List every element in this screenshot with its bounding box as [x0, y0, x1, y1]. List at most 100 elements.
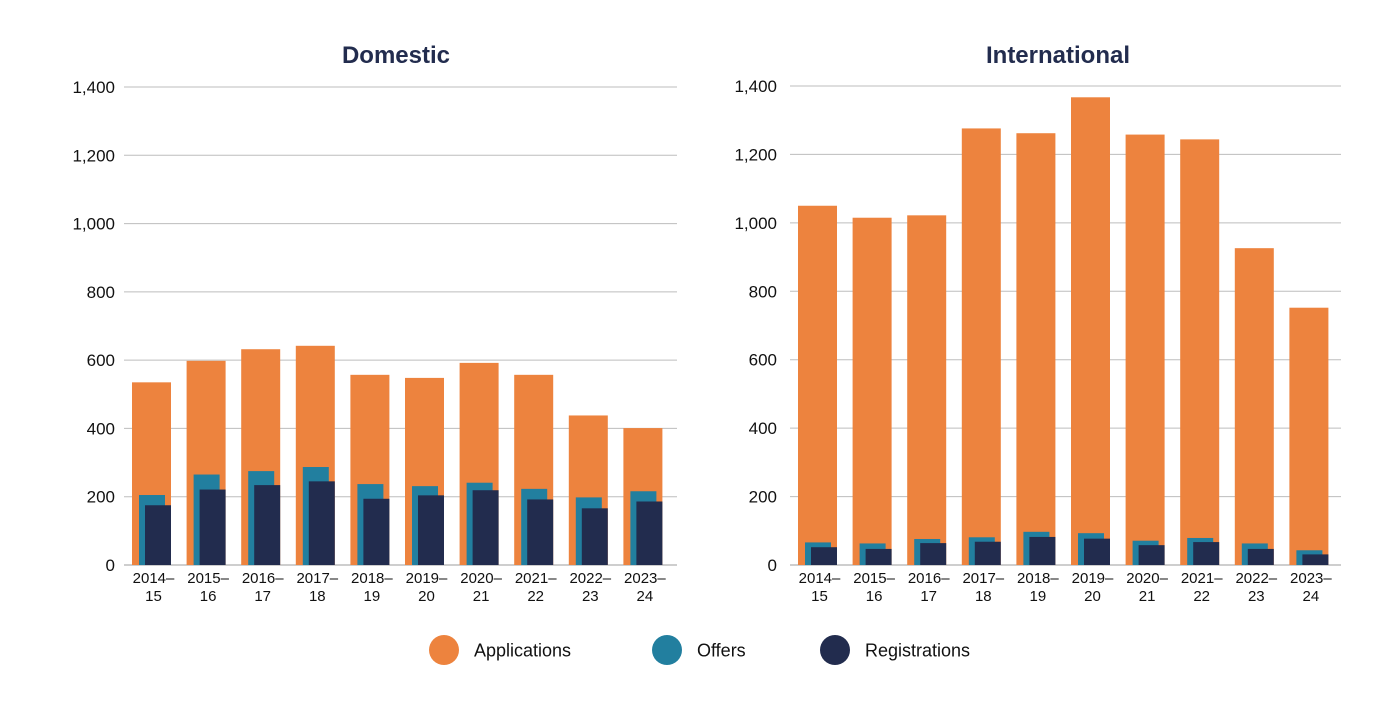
- chart-title: International: [986, 42, 1130, 69]
- x-tick-label: 2022–: [1235, 570, 1277, 587]
- x-tick-label: 2020–: [1126, 570, 1168, 587]
- x-tick-label: 2015–: [187, 570, 229, 587]
- y-tick-label: 0: [106, 556, 115, 575]
- x-tick-label: 21: [473, 588, 490, 605]
- legend-item-applications: Applications: [429, 635, 571, 665]
- y-tick-label: 0: [768, 556, 777, 575]
- x-tick-label: 20: [418, 588, 435, 605]
- bar-registrations: [865, 548, 892, 565]
- bar-registrations: [1138, 545, 1165, 565]
- bar-applications: [1234, 248, 1274, 565]
- chart-title: Domestic: [342, 42, 450, 69]
- y-tick-label: 1,000: [72, 215, 115, 234]
- circle-swatch-icon: [429, 635, 459, 665]
- bar-registrations: [418, 495, 444, 565]
- bar-applications: [1289, 307, 1329, 565]
- bar-registrations: [1084, 538, 1110, 565]
- bar-applications: [1016, 133, 1056, 566]
- x-tick-label: 2017–: [962, 570, 1004, 587]
- x-tick-label: 24: [1303, 588, 1320, 605]
- x-tick-label: 2021–: [1181, 570, 1223, 587]
- x-tick-label: 2018–: [1017, 570, 1059, 587]
- x-tick-label: 24: [637, 588, 654, 605]
- legend: Applications Offers Registrations: [429, 635, 970, 665]
- x-tick-label: 2016–: [242, 570, 284, 587]
- bar-registrations: [1029, 536, 1056, 565]
- bar-applications: [961, 128, 1001, 565]
- x-tick-label: 23: [582, 588, 599, 605]
- y-tick-label: 200: [749, 488, 777, 507]
- legend-label: Registrations: [865, 641, 970, 661]
- bar-registrations: [199, 489, 226, 565]
- x-tick-label: 16: [200, 588, 217, 605]
- x-tick-label: 18: [309, 588, 326, 605]
- x-tick-label: 2014–: [133, 570, 175, 587]
- bar-applications: [1071, 97, 1110, 565]
- bar-registrations: [308, 481, 335, 565]
- bar-registrations: [811, 547, 837, 565]
- circle-swatch-icon: [820, 635, 850, 665]
- bar-registrations: [1247, 548, 1274, 565]
- x-tick-label: 2023–: [624, 570, 666, 587]
- x-tick-label: 2018–: [351, 570, 393, 587]
- bar-registrations: [920, 543, 947, 565]
- y-tick-label: 200: [87, 488, 115, 507]
- x-tick-label: 2019–: [1072, 570, 1114, 587]
- x-tick-label: 2015–: [853, 570, 895, 587]
- x-tick-label: 18: [975, 588, 992, 605]
- legend-label: Applications: [474, 641, 571, 661]
- x-tick-label: 2022–: [569, 570, 611, 587]
- y-axis-ticks: 0 200 400 600 800 1,000 1,200 1,400: [72, 78, 115, 575]
- x-tick-label: 20: [1084, 588, 1101, 605]
- y-tick-label: 1,000: [734, 214, 777, 233]
- x-tick-label: 23: [1248, 588, 1265, 605]
- bars: [798, 97, 1329, 566]
- bars: [132, 345, 663, 565]
- x-tick-label: 19: [364, 588, 381, 605]
- bar-registrations: [145, 505, 171, 565]
- legend-item-registrations: Registrations: [820, 635, 970, 665]
- x-axis-ticks: 2014–15 2015–16 2016–17 2017–18 2018–19 2019–…: [799, 570, 1333, 605]
- x-tick-label: 21: [1139, 588, 1156, 605]
- x-tick-label: 16: [866, 588, 883, 605]
- bar-applications: [1180, 139, 1220, 566]
- x-tick-label: 15: [145, 588, 162, 605]
- bar-registrations: [636, 501, 663, 565]
- bar-registrations: [363, 498, 390, 565]
- bar-applications: [852, 217, 892, 565]
- y-tick-label: 600: [87, 351, 115, 370]
- x-tick-label: 17: [920, 588, 937, 605]
- bar-registrations: [1193, 542, 1220, 565]
- x-tick-label: 15: [811, 588, 828, 605]
- y-tick-label: 1,400: [72, 78, 115, 97]
- x-tick-label: 22: [527, 588, 544, 605]
- x-tick-label: 19: [1030, 588, 1047, 605]
- circle-swatch-icon: [652, 635, 682, 665]
- bar-registrations: [527, 499, 554, 565]
- bar-registrations: [472, 490, 499, 565]
- y-tick-label: 600: [749, 351, 777, 370]
- bar-registrations: [254, 485, 281, 565]
- x-tick-label: 22: [1193, 588, 1210, 605]
- bar-applications: [1125, 134, 1165, 565]
- bar-applications: [907, 215, 947, 565]
- bar-registrations: [1302, 554, 1329, 565]
- x-axis-ticks: 2014–15 2015–16 2016–17 2017–18 2018–19 2019–…: [133, 570, 667, 605]
- y-tick-label: 400: [87, 419, 115, 438]
- y-tick-label: 1,200: [734, 145, 777, 164]
- bar-applications: [798, 205, 837, 565]
- domestic-chart: Domestic 0 200 400 600 800 1,000 1,200 1,400 20…: [72, 42, 677, 605]
- x-tick-label: 2023–: [1290, 570, 1332, 587]
- y-tick-label: 1,200: [72, 146, 115, 165]
- x-tick-label: 2019–: [406, 570, 448, 587]
- bar-registrations: [581, 508, 608, 565]
- y-tick-label: 400: [749, 419, 777, 438]
- legend-label: Offers: [697, 641, 746, 661]
- x-tick-label: 2020–: [460, 570, 502, 587]
- x-tick-label: 2016–: [908, 570, 950, 587]
- x-tick-label: 2017–: [296, 570, 338, 587]
- y-tick-label: 800: [749, 282, 777, 301]
- international-chart: International 0 200 400 600 800 1,000 1,200 1,4…: [734, 42, 1341, 605]
